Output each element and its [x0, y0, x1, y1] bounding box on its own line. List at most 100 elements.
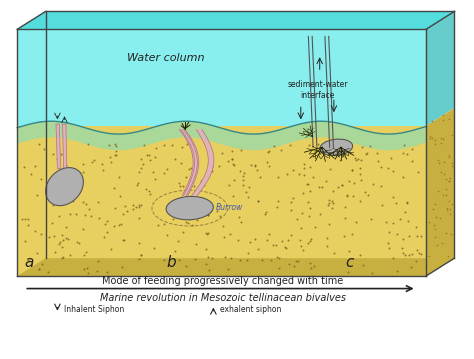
Point [325, 221, 333, 227]
Point [54, 193, 62, 199]
Point [228, 255, 235, 261]
Point [213, 209, 221, 214]
Point [445, 116, 453, 122]
Polygon shape [63, 124, 67, 169]
Point [254, 199, 262, 204]
Point [328, 198, 336, 204]
Polygon shape [17, 11, 455, 29]
Point [417, 251, 425, 256]
Point [270, 143, 278, 148]
Point [184, 206, 191, 212]
Point [310, 174, 317, 180]
Point [438, 240, 446, 246]
Point [309, 153, 317, 159]
Point [226, 231, 234, 237]
Point [163, 166, 171, 172]
Polygon shape [426, 11, 455, 126]
Point [326, 200, 333, 206]
Point [365, 192, 372, 198]
Point [49, 202, 56, 208]
Point [281, 244, 288, 250]
Point [439, 112, 447, 118]
Point [88, 159, 96, 165]
Point [182, 209, 190, 215]
Point [45, 270, 52, 275]
Point [111, 205, 118, 211]
Point [343, 193, 351, 199]
Point [328, 205, 336, 211]
Point [264, 159, 271, 165]
Point [392, 200, 400, 206]
Point [404, 218, 411, 224]
Point [206, 200, 213, 205]
Point [306, 260, 313, 266]
Point [316, 184, 323, 190]
Text: Inhalent Siphon: Inhalent Siphon [64, 305, 125, 314]
Point [254, 198, 262, 204]
Point [344, 145, 352, 151]
Point [219, 224, 227, 229]
Point [204, 213, 211, 218]
Point [357, 177, 365, 183]
Point [204, 230, 212, 236]
Point [389, 220, 397, 225]
Point [18, 216, 26, 222]
Point [124, 208, 131, 213]
Point [84, 271, 91, 276]
Point [356, 165, 364, 171]
Point [179, 229, 187, 235]
Point [33, 250, 40, 256]
Point [55, 213, 63, 219]
Point [82, 201, 90, 207]
Point [247, 162, 255, 168]
Point [253, 167, 260, 173]
Point [426, 219, 433, 225]
Point [169, 208, 176, 214]
Point [35, 266, 42, 271]
Point [414, 169, 421, 175]
Point [105, 142, 113, 148]
Point [265, 149, 273, 154]
Point [163, 232, 171, 238]
Point [293, 216, 301, 222]
Point [88, 213, 95, 219]
Point [221, 234, 228, 240]
Point [300, 161, 308, 167]
Point [239, 177, 247, 182]
Point [358, 144, 366, 149]
Point [240, 170, 247, 176]
Point [301, 165, 308, 171]
Point [288, 233, 295, 238]
Point [229, 193, 237, 199]
Point [442, 186, 450, 192]
Point [356, 171, 364, 177]
Point [135, 202, 143, 208]
Point [24, 222, 31, 228]
Point [368, 270, 375, 276]
Point [154, 223, 162, 228]
Point [119, 211, 127, 217]
Point [172, 156, 179, 162]
Point [27, 171, 35, 177]
Point [304, 241, 312, 246]
Point [112, 152, 119, 158]
Point [244, 250, 252, 256]
Point [202, 261, 210, 267]
Point [385, 245, 392, 251]
Point [183, 141, 191, 147]
Point [175, 180, 183, 186]
Point [120, 237, 128, 243]
Point [146, 188, 153, 194]
Point [192, 241, 200, 247]
Point [161, 257, 168, 263]
Point [251, 163, 259, 168]
Point [446, 153, 453, 158]
Point [264, 237, 271, 243]
Point [191, 148, 199, 154]
Point [318, 184, 326, 190]
Point [338, 182, 346, 188]
Point [35, 266, 43, 271]
Point [345, 248, 353, 254]
Point [435, 160, 443, 166]
Point [79, 200, 87, 205]
